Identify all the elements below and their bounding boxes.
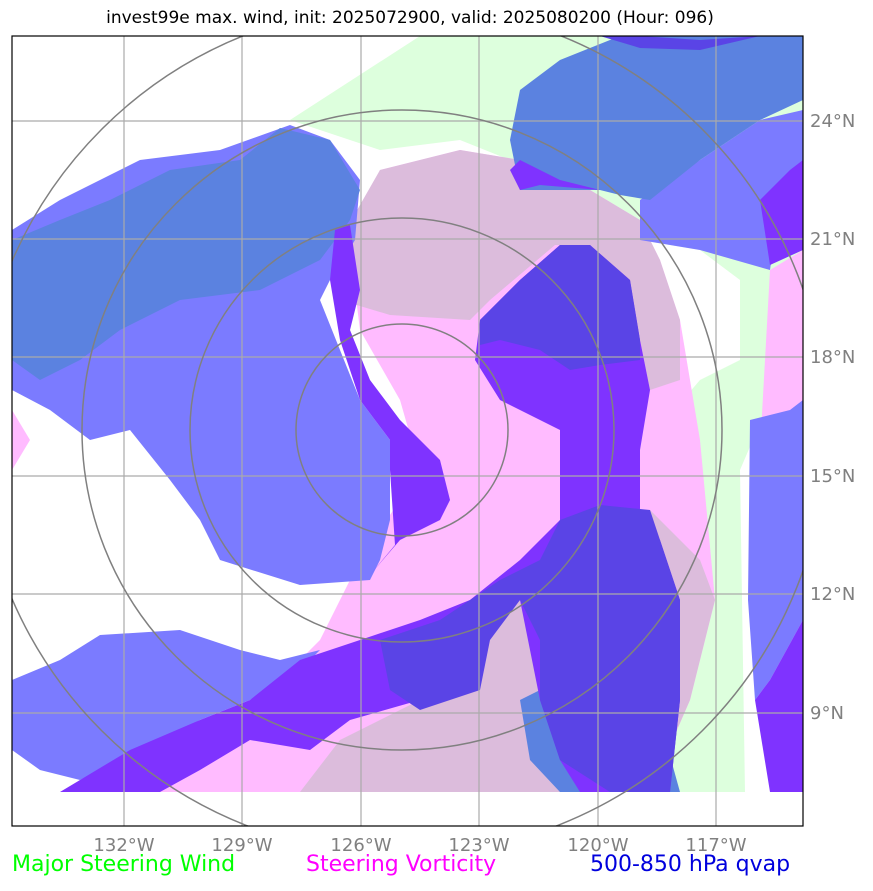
lon-tick-label: 120°W bbox=[567, 835, 628, 856]
range-rings bbox=[12, 36, 803, 826]
qvap-region-east bbox=[748, 400, 803, 700]
longitude-ticks: 132°W 129°W 126°W 123°W 120°W 117°W bbox=[93, 835, 746, 856]
qvap-deep-region-south bbox=[380, 505, 680, 792]
lon-tick-label: 129°W bbox=[211, 835, 272, 856]
lat-tick-label: 9°N bbox=[810, 703, 844, 724]
qvap-dark-region-band bbox=[60, 245, 680, 792]
lon-tick-label: 132°W bbox=[93, 835, 154, 856]
steering-vorticity-west bbox=[12, 410, 30, 470]
lon-tick-label: 126°W bbox=[330, 835, 391, 856]
qvap-mid-region-north bbox=[510, 36, 803, 200]
legend-qvap: 500-850 hPa qvap bbox=[590, 852, 791, 877]
lat-tick-label: 21°N bbox=[810, 229, 855, 250]
lon-tick-label: 117°W bbox=[685, 835, 746, 856]
map-title: invest99e max. wind, init: 2025072900, v… bbox=[106, 8, 714, 28]
qvap-deep-region bbox=[480, 245, 640, 370]
legend-steering-vorticity: Steering Vorticity bbox=[306, 852, 497, 877]
qvap-deep-region-north bbox=[600, 36, 760, 50]
plot-frame bbox=[11, 35, 804, 827]
grid-lines bbox=[12, 36, 803, 826]
qvap-dark-region-center bbox=[330, 225, 450, 575]
lat-tick-label: 24°N bbox=[810, 111, 855, 132]
qvap-dark-region-north bbox=[510, 160, 600, 190]
range-ring-2 bbox=[189, 217, 615, 643]
range-ring-1 bbox=[295, 323, 509, 537]
qvap-region-northeast bbox=[640, 110, 803, 270]
lat-tick-label: 12°N bbox=[810, 584, 855, 605]
legend-steering-wind: Major Steering Wind bbox=[12, 852, 236, 877]
lat-tick-label: 15°N bbox=[810, 466, 855, 487]
overlap-region bbox=[340, 150, 680, 390]
qvap-mid-region-west bbox=[12, 128, 360, 380]
lon-tick-label: 123°W bbox=[448, 835, 509, 856]
qvap-region-south bbox=[12, 630, 320, 780]
range-ring-3 bbox=[81, 109, 723, 751]
qvap-dark-region-southeast bbox=[755, 620, 803, 792]
lat-tick-label: 18°N bbox=[810, 347, 855, 368]
latitude-ticks: 24°N 21°N 18°N 15°N 12°N 9°N bbox=[810, 111, 855, 724]
